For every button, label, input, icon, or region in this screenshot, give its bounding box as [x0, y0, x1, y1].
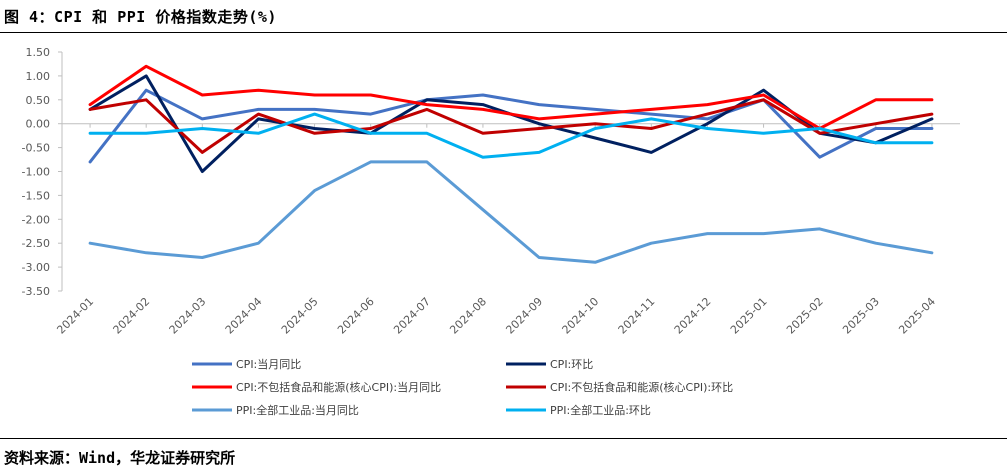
x-tick-label: 2024-02	[111, 295, 153, 337]
y-tick-label: -3.00	[22, 261, 50, 274]
x-tick-label: 2024-06	[335, 295, 377, 337]
figure-title: 图 4：CPI 和 PPI 价格指数走势(%)	[4, 8, 277, 26]
series-lines	[88, 64, 934, 264]
y-tick-label: 0.00	[26, 118, 51, 131]
series-line-3	[88, 64, 934, 130]
x-tick-label: 2024-01	[54, 295, 96, 337]
line-chart: 1.50 1.00 0.50 0.00 -0.50 -1.00 -1.50 -2.00 -2.5…	[22, 46, 960, 417]
y-tick-label: 0.50	[26, 94, 51, 107]
y-tick-label: -1.50	[22, 189, 50, 202]
y-axis: 1.50 1.00 0.50 0.00 -0.50 -1.00 -1.50 -2.00 -2.5…	[22, 46, 63, 298]
legend-label-5: PPI:全部工业品:当月同比	[236, 403, 359, 417]
x-tick-label: 2024-12	[672, 295, 714, 337]
title-divider	[0, 32, 1007, 33]
x-tick-label: 2025-03	[840, 295, 882, 337]
x-tick-label: 2024-09	[503, 295, 545, 337]
x-tick-label: 2024-11	[616, 295, 658, 337]
x-tick-label: 2024-07	[391, 295, 433, 337]
x-tick-label: 2025-02	[784, 295, 826, 337]
x-tick-label: 2024-03	[167, 295, 209, 337]
x-tick-label: 2024-04	[223, 295, 265, 337]
x-tick-label: 2025-01	[728, 295, 770, 337]
legend-label-1: CPI:当月同比	[236, 357, 301, 371]
x-tick-label: 2025-04	[896, 295, 938, 337]
x-tick-label: 2024-10	[560, 295, 602, 337]
y-tick-label: 1.00	[26, 70, 51, 83]
source-divider	[0, 438, 1007, 439]
series-line-6	[88, 112, 934, 159]
legend: CPI:当月同比 CPI:环比 CPI:不包括食品和能源(核心CPI):当月同比 CP…	[192, 357, 733, 417]
y-tick-label: -0.50	[22, 142, 50, 155]
series-line-1	[88, 88, 934, 164]
legend-label-4: CPI:不包括食品和能源(核心CPI):环比	[550, 380, 733, 394]
y-tick-label: -1.00	[22, 166, 50, 179]
series-line-5	[88, 160, 934, 264]
y-tick-label: -2.00	[22, 213, 50, 226]
x-tick-label: 2024-08	[447, 295, 489, 337]
legend-label-6: PPI:全部工业品:环比	[550, 403, 651, 417]
y-tick-label: -2.50	[22, 237, 50, 250]
figure-source: 资料来源：Wind，华龙证券研究所	[4, 449, 236, 467]
series-line-4	[88, 98, 934, 154]
y-tick-label: -3.50	[22, 285, 50, 298]
y-tick-label: 1.50	[26, 46, 51, 59]
legend-label-2: CPI:环比	[550, 358, 593, 371]
x-tick-label: 2024-05	[279, 295, 321, 337]
legend-label-3: CPI:不包括食品和能源(核心CPI):当月同比	[236, 380, 441, 394]
